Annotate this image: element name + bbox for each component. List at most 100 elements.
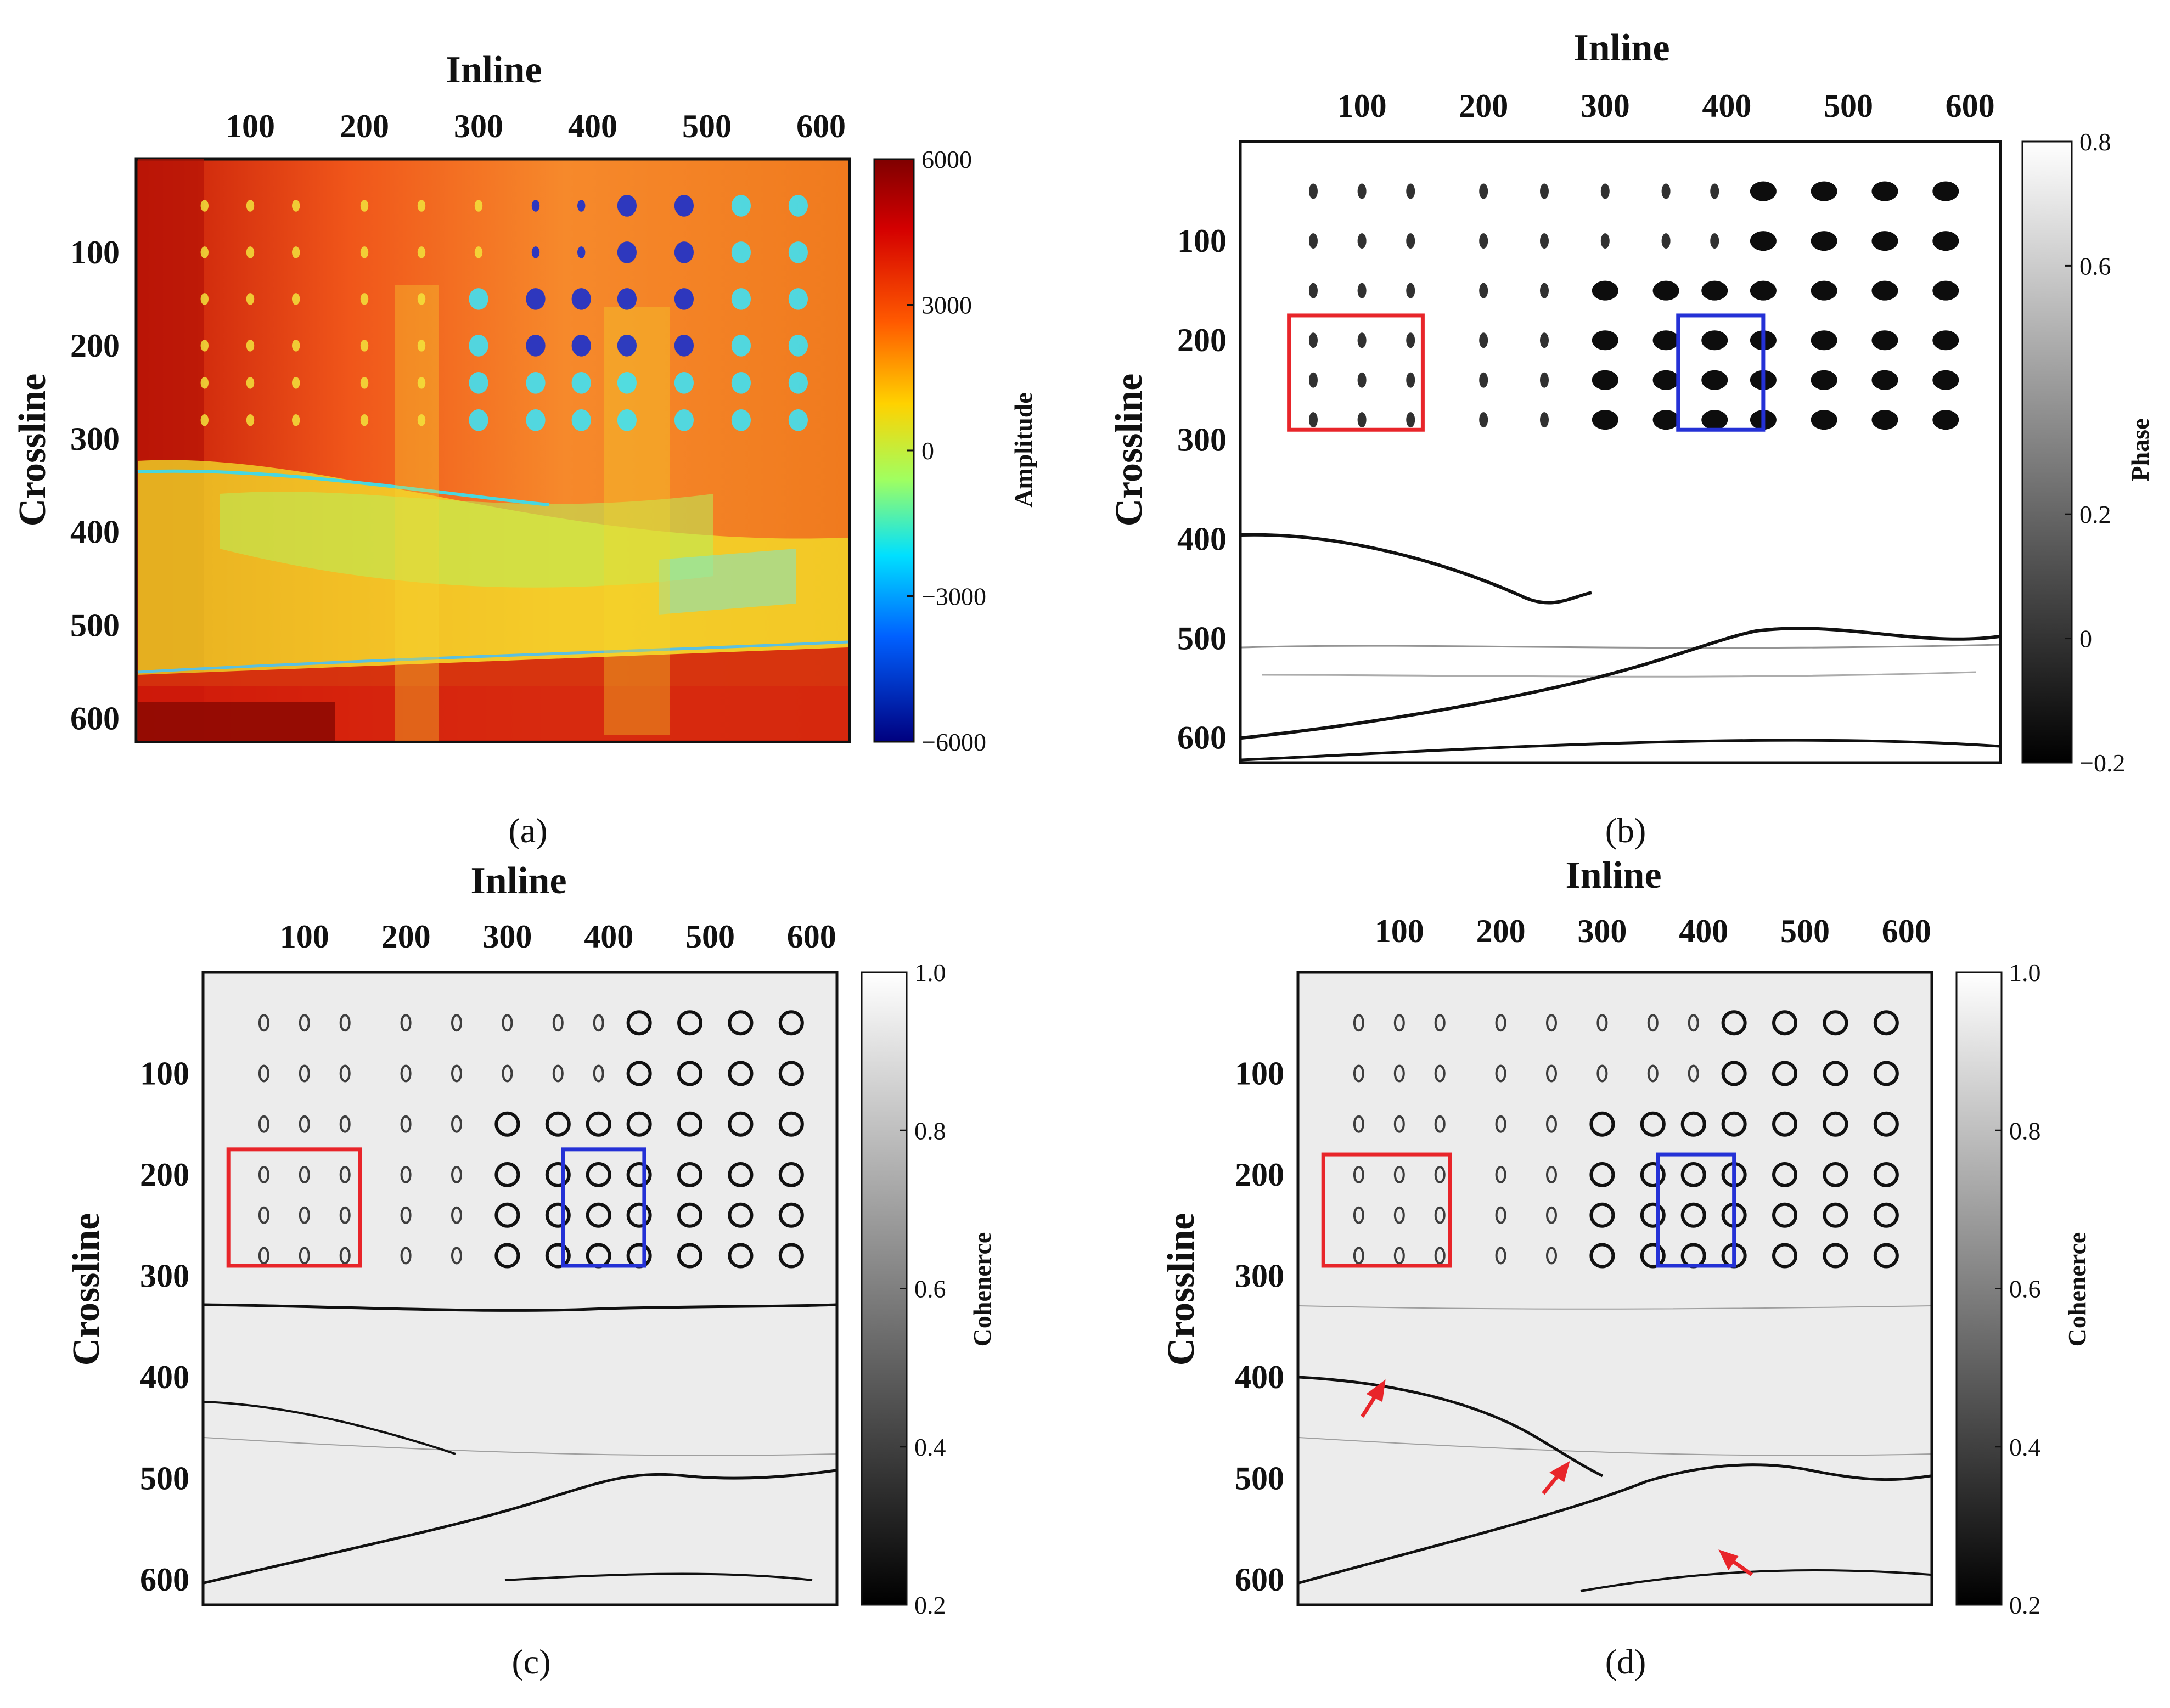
panel-d-anomaly	[1596, 1014, 1608, 1032]
panel-d-anomaly	[1434, 1115, 1446, 1133]
panel-c-anomaly	[778, 1010, 804, 1036]
panel-a-anomaly	[617, 335, 637, 357]
panel-c-anomaly	[494, 1111, 520, 1137]
panel-b-anomaly	[1661, 183, 1671, 199]
panel-c-anomalies	[258, 1010, 804, 1269]
panel-b-anomaly	[1592, 370, 1618, 390]
panel-a-y-tick: 400	[70, 514, 120, 550]
panel-d-x-tick: 600	[1882, 913, 1931, 949]
panel-a-anomaly	[360, 414, 369, 426]
panel-d-anomaly	[1596, 1064, 1608, 1083]
panel-c-anomaly	[400, 1165, 412, 1183]
panel-b-anomaly	[1600, 183, 1610, 199]
panel-b-colorbar-ticks: 0.8 0.6 0.2 0 −0.2	[2065, 128, 2125, 777]
panel-a-anomaly	[731, 409, 751, 431]
panel-c-anomaly	[339, 1115, 351, 1133]
panel-d-anomaly	[1393, 1206, 1405, 1224]
panel-d-colorbar-tick-label: 0.2	[2009, 1591, 2041, 1619]
panel-c-anomaly	[728, 1162, 754, 1187]
panel-b-y-tick: 600	[1177, 720, 1227, 756]
panel-a-anomaly	[360, 293, 369, 305]
panel-b-anomaly	[1811, 181, 1837, 201]
panel-a-anomaly	[526, 335, 546, 357]
panel-c-anomaly	[451, 1165, 462, 1183]
panel-d-anomaly	[1640, 1162, 1666, 1187]
panel-a-anomaly	[731, 335, 751, 357]
panel-d-anomaly	[1546, 1165, 1557, 1183]
panel-a-anomaly	[360, 246, 369, 258]
panel-c-anomaly	[552, 1064, 564, 1083]
panel-a-x-tick: 300	[454, 108, 503, 144]
arrow-1-head	[1366, 1379, 1386, 1402]
panel-d-anomaly	[1393, 1165, 1405, 1183]
panel-d-anomaly	[1873, 1111, 1899, 1137]
panel-c-y-tick: 600	[140, 1562, 189, 1598]
panel-d-anomaly	[1546, 1014, 1557, 1032]
panel-b-anomaly	[1652, 410, 1679, 430]
panel-b-anomaly	[1701, 280, 1728, 301]
panel-b-anomaly	[1932, 330, 1959, 351]
panel-a-anomaly	[526, 409, 546, 431]
panel-a-anomaly	[617, 288, 637, 310]
panel-c-x-tick: 500	[685, 918, 735, 955]
panel-a-anomaly	[731, 241, 751, 263]
panel-a-anomaly	[571, 288, 591, 310]
panel-c-anomaly	[451, 1247, 462, 1265]
panel-d-anomaly	[1589, 1111, 1615, 1137]
panel-c-anomaly	[299, 1064, 310, 1083]
panel-a-label: (a)	[508, 811, 547, 850]
panel-a-anomaly	[674, 288, 694, 310]
panel-b-anomaly	[1600, 233, 1610, 249]
panel-d-anomaly	[1546, 1064, 1557, 1083]
panel-b-colorbar-label: Phase	[2126, 419, 2154, 482]
panel-b-anomaly	[1932, 280, 1959, 301]
panel-d-anomaly	[1495, 1014, 1506, 1032]
panel-d-anomaly	[1680, 1162, 1706, 1187]
panel-d-anomaly	[1353, 1247, 1364, 1265]
panel-c-anomaly	[778, 1202, 804, 1228]
panel-c-anomaly	[545, 1202, 571, 1228]
panel-c-anomaly	[677, 1061, 703, 1086]
panel-a-anomaly	[200, 414, 209, 426]
panel-a-anomaly	[469, 288, 488, 310]
panel-b-fault-lines	[1241, 533, 2000, 762]
panel-d-anomaly	[1647, 1014, 1659, 1032]
panel-b-anomaly	[1540, 233, 1549, 249]
panel-b: Inline 100 200 300 400 500 600 100 200 300 400 50…	[1108, 27, 2154, 850]
panel-a-anomaly	[531, 200, 540, 212]
panel-a-x-tick: 400	[568, 108, 617, 144]
panel-d-anomaly	[1721, 1111, 1747, 1137]
panel-b-anomaly	[1406, 283, 1415, 298]
panel-c-anomaly	[494, 1243, 520, 1269]
panel-b-anomaly	[1811, 330, 1837, 351]
panel-a-anomaly	[292, 246, 300, 258]
panel-c-anomaly	[258, 1115, 269, 1133]
panel-d-anomaly	[1589, 1202, 1615, 1228]
panel-d-red-box	[1321, 1152, 1452, 1268]
panel-a-y-tick: 100	[70, 234, 120, 270]
panel-a-amplitude-field	[137, 159, 848, 741]
panel-d-anomaly	[1772, 1243, 1798, 1269]
panel-b-anomaly	[1479, 372, 1488, 388]
panel-a-anomaly	[788, 288, 808, 310]
panel-c-anomaly	[586, 1202, 611, 1228]
panel-b-anomaly	[1871, 330, 1898, 351]
panel-a-anomaly	[360, 340, 369, 352]
panel-a-colorbar-tick-label: −3000	[921, 583, 986, 611]
panel-b-anomaly	[1811, 231, 1837, 251]
panel-a-anomaly	[526, 372, 546, 394]
panel-d-title: Inline	[1565, 854, 1661, 897]
panel-c-anomaly	[778, 1061, 804, 1086]
panel-a-anomaly	[246, 200, 255, 212]
panel-c-colorbar-tick-label: 0.6	[914, 1275, 946, 1303]
panel-b-anomaly	[1357, 183, 1367, 199]
panel-c-anomaly	[339, 1165, 351, 1183]
panel-d-x-tick: 300	[1577, 913, 1627, 949]
panel-c-anomaly	[400, 1014, 412, 1032]
panel-d-anomaly	[1823, 1010, 1848, 1036]
panel-b-anomaly	[1357, 233, 1367, 249]
panel-b-anomaly	[1871, 181, 1898, 201]
panel-a-anomaly	[417, 200, 426, 212]
panel-d-x-ticks: 100 200 300 400 500 600	[1375, 913, 1931, 949]
